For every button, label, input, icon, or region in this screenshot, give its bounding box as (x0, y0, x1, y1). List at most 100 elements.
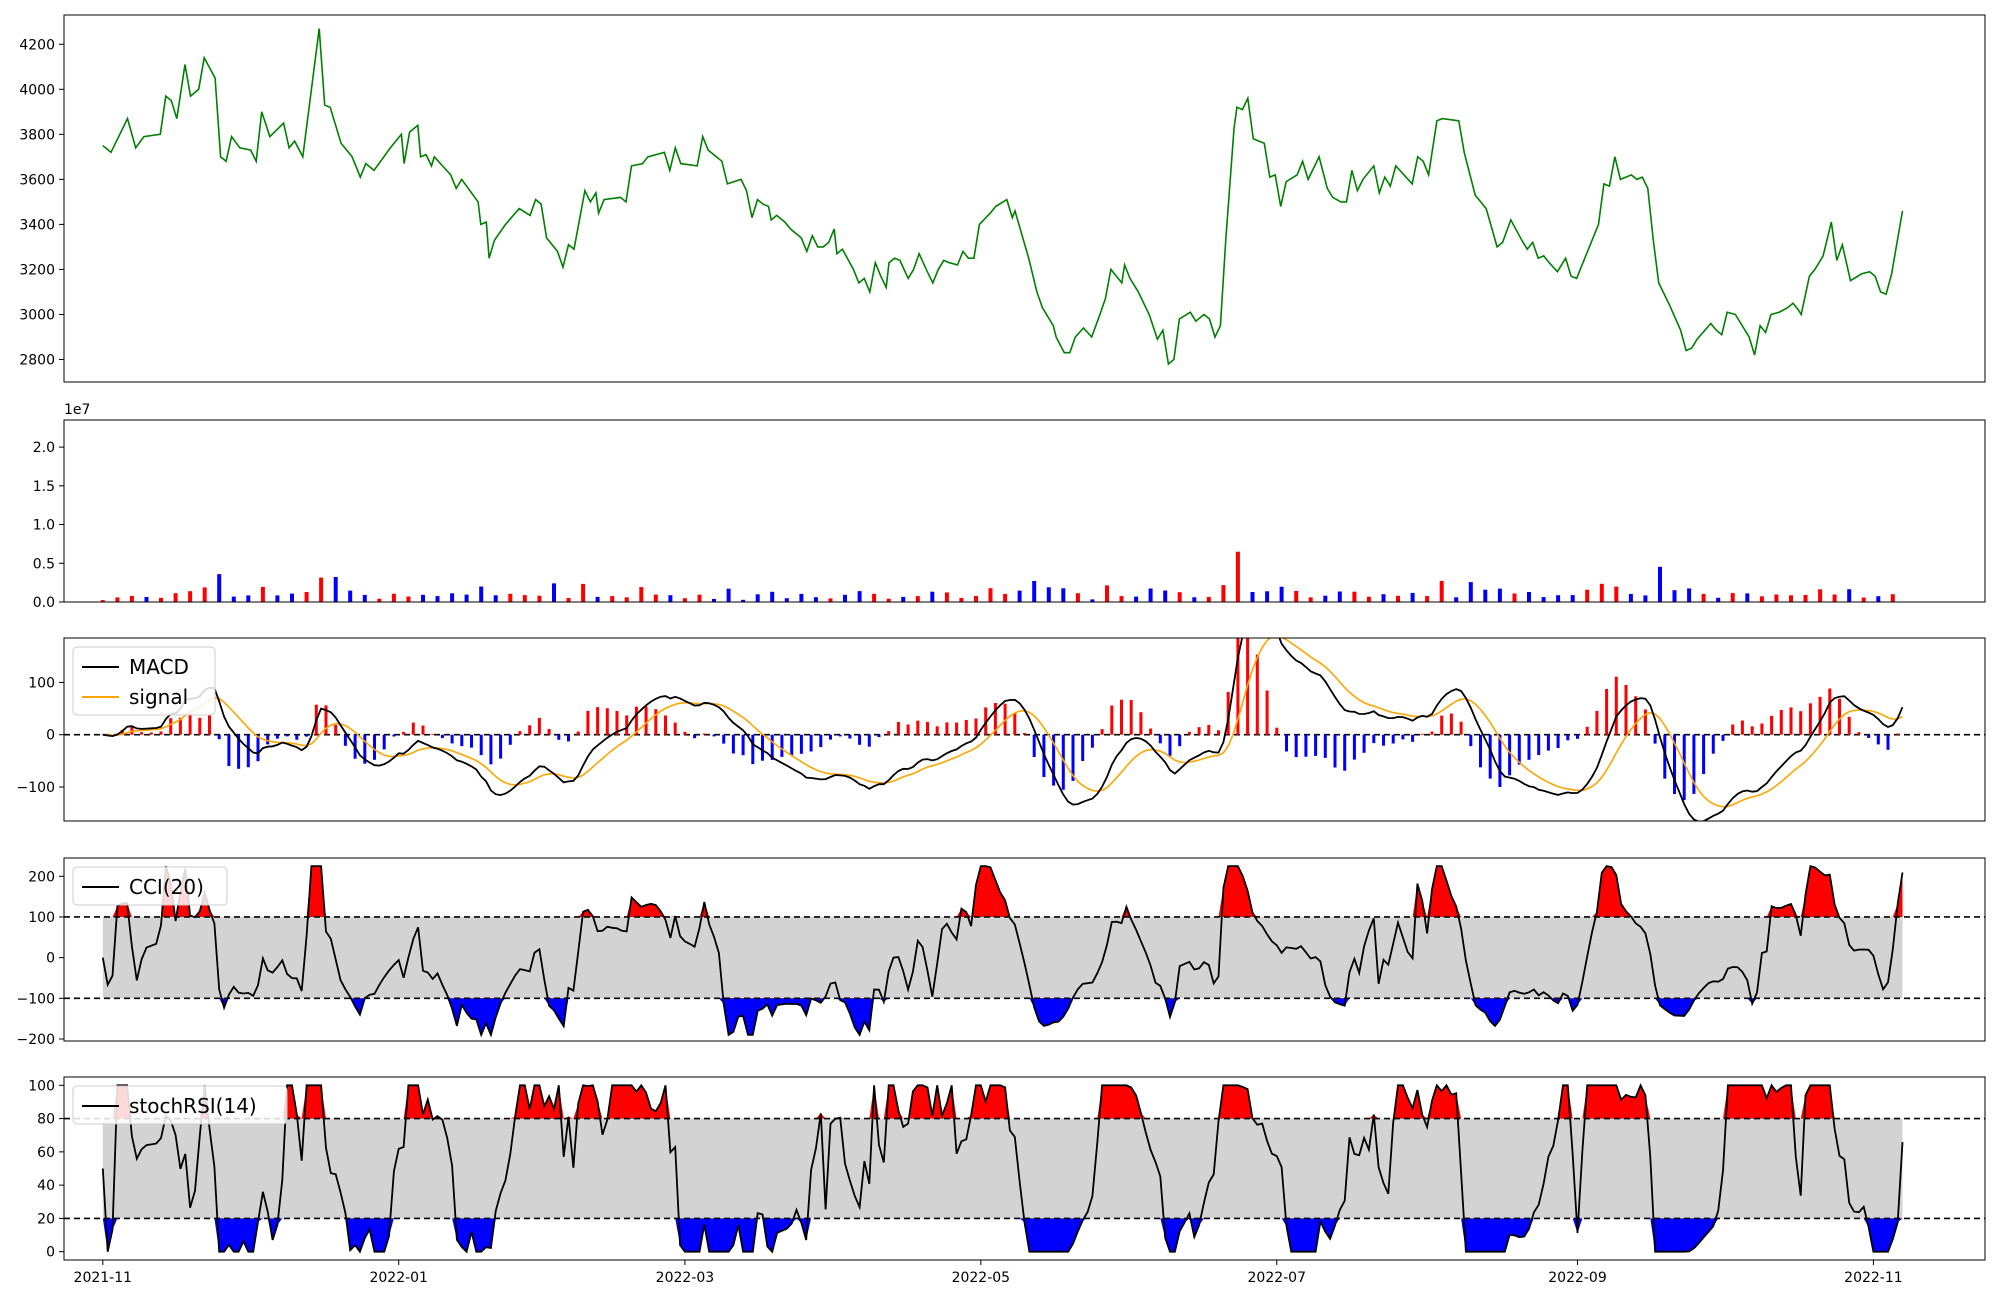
volume-bar (115, 597, 120, 602)
volume-bar (1119, 596, 1124, 602)
macd-histogram-bar (1120, 699, 1123, 735)
macd-histogram-bar (1624, 685, 1628, 735)
volume-bar (1483, 589, 1488, 602)
stochrsi-line (101, 1083, 1904, 1254)
volume-bar (581, 583, 586, 602)
volume-bar (901, 596, 906, 602)
macd-histogram-bar (227, 734, 231, 766)
volume-bar (537, 595, 542, 602)
panel-macd: −100 0 100 MACD signal (17, 637, 1986, 822)
volume-bar (828, 598, 833, 602)
macd-histogram-bar (625, 715, 629, 735)
volume-bar (1279, 586, 1284, 602)
volume-bar (1876, 596, 1881, 602)
macd-histogram-bar (1556, 734, 1560, 748)
y-tick-label: 3600 (19, 172, 55, 188)
macd-histogram-bar (731, 734, 735, 754)
macd-histogram-bar (149, 732, 153, 735)
macd-histogram-bar (664, 715, 667, 735)
macd-histogram-bar (1808, 703, 1812, 735)
macd-histogram-bar (1770, 715, 1774, 735)
macd-histogram-bar (945, 722, 949, 735)
macd-histogram-bar (130, 726, 134, 735)
volume-bar (1061, 588, 1066, 602)
macd-histogram-bar (1537, 734, 1541, 756)
volume-bar (246, 595, 251, 602)
y-tick-label: 0.5 (33, 556, 55, 572)
macd-histogram-bar (1382, 734, 1385, 746)
macd-histogram-bar (1420, 733, 1424, 735)
volume-bar (857, 591, 862, 602)
macd-histogram-bar (1090, 734, 1094, 748)
macd-histogram-bar (1847, 716, 1851, 735)
macd-histogram-bar (1692, 734, 1696, 794)
volume-bar (304, 592, 309, 602)
volume-bar (348, 590, 353, 602)
macd-histogram-bar (1585, 726, 1589, 735)
volume-bar (1745, 593, 1750, 602)
macd-histogram-bar (382, 734, 386, 750)
macd-histogram-bar (693, 734, 697, 739)
y-tick-label: 3800 (19, 127, 55, 143)
volume-bar (1235, 551, 1240, 602)
volume-bar (741, 599, 746, 602)
macd-histogram-bar (266, 734, 270, 745)
y-tick-label: 4000 (19, 82, 55, 98)
volume-bar (1716, 597, 1721, 602)
price-line (102, 28, 1904, 366)
stochrsi-band (102, 1118, 1903, 1219)
macd-histogram-bar (1750, 726, 1754, 735)
macd-histogram-bar (1352, 734, 1356, 760)
macd-histogram-bar (576, 731, 580, 735)
macd-histogram-bar (1236, 638, 1240, 735)
y-tick-label: −100 (17, 991, 55, 1007)
y-tick-label: 1.5 (33, 479, 55, 495)
y-tick-label: 3200 (19, 262, 55, 278)
macd-histogram-bar (1682, 734, 1686, 801)
x-tick-label: 2021-11 (74, 1270, 133, 1286)
macd-histogram-bar (1711, 734, 1715, 754)
macd-histogram-bar (567, 734, 570, 742)
y-tick-label: 0 (46, 728, 55, 744)
volume-bar (1148, 588, 1153, 602)
x-tick-label: 2022-11 (1844, 1270, 1903, 1286)
macd-histogram-bar (1275, 727, 1279, 735)
macd-histogram-bar (1498, 734, 1502, 787)
macd-histogram-bar (654, 709, 658, 735)
macd-histogram-bar (964, 720, 968, 735)
volume-bar (1585, 589, 1590, 602)
macd-histogram-bar (702, 733, 706, 735)
volume-bar (1090, 599, 1095, 602)
macd-histogram-bar (1401, 734, 1405, 740)
volume-bar (770, 591, 775, 602)
macd-histogram-bar (1459, 721, 1463, 735)
stochrsi-frame (63, 1076, 1986, 1261)
macd-histogram-bar (1721, 734, 1725, 741)
stochrsi-legend-box (72, 1085, 288, 1125)
macd-histogram-bar (470, 734, 473, 748)
macd-histogram-bar (324, 705, 328, 735)
volume-bar (129, 595, 134, 602)
macd-histogram-bar (1129, 700, 1133, 735)
volume-bar (1265, 591, 1270, 602)
x-tick-label: 2022-09 (1548, 1270, 1607, 1286)
macd-histogram-bar (673, 722, 677, 735)
y-tick-label: 100 (28, 910, 55, 926)
volume-bar (391, 593, 396, 602)
volume-bar (1789, 595, 1793, 602)
y-tick-label: 2800 (19, 352, 55, 368)
macd-histogram-bar (479, 734, 483, 756)
macd-histogram-bar (499, 734, 503, 759)
macd-histogram-bar (373, 734, 376, 760)
macd-histogram-bar (178, 717, 182, 735)
volume-bar (1352, 591, 1357, 602)
macd-histogram-bar (1178, 734, 1182, 747)
volume-bar (1425, 596, 1430, 602)
volume-bar (1250, 592, 1255, 602)
macd-histogram-bar (1479, 734, 1482, 768)
macd-histogram-bar (848, 734, 852, 739)
volume-bar (1075, 593, 1080, 602)
macd-histogram-bar (1168, 734, 1172, 756)
volume-bar (260, 586, 265, 602)
macd-histogram-bar (1838, 698, 1841, 735)
